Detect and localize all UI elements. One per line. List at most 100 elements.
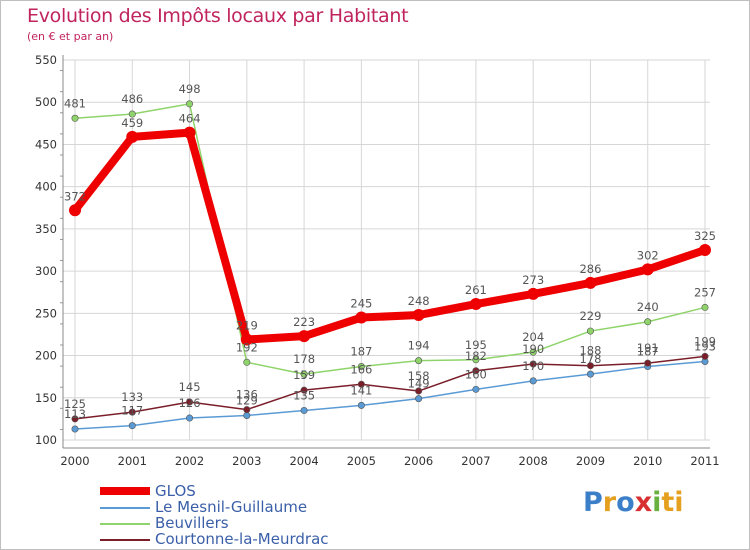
data-label-le-mesnil-guillaume-2004: 135	[293, 388, 315, 402]
data-point-glos-2002	[183, 126, 196, 139]
data-point-beuvillers-2006	[415, 357, 423, 365]
data-point-le-mesnil-guillaume-2007	[472, 385, 480, 393]
legend-label-glos: GLOS	[155, 482, 196, 500]
grid-layer	[63, 59, 710, 441]
data-point-glos-2007	[469, 298, 482, 311]
data-point-beuvillers-2007	[472, 356, 480, 364]
data-point-glos-2000	[69, 204, 81, 217]
data-point-courtonne-la-meurdrac-2003	[243, 406, 251, 414]
data-point-le-mesnil-guillaume-2002	[186, 414, 194, 422]
y-tick-label-500: 500	[35, 95, 57, 109]
data-label-glos-2001: 459	[121, 116, 143, 130]
y-tick-label-550: 550	[35, 53, 57, 67]
data-point-le-mesnil-guillaume-2008	[529, 377, 537, 385]
x-tick-label-2000: 2000	[60, 454, 89, 468]
legend-item-beuvillers[interactable]: Beuvillers	[100, 514, 420, 532]
data-label-glos-2008: 273	[522, 273, 544, 287]
y-tick-label-350: 350	[35, 222, 57, 236]
data-label-le-mesnil-guillaume-2010: 187	[637, 345, 659, 359]
data-point-glos-2004	[298, 330, 311, 343]
data-label-courtonne-la-meurdrac-2006: 158	[408, 369, 430, 383]
y-tick-label-150: 150	[35, 391, 57, 405]
x-tick-label-2001: 2001	[118, 454, 147, 468]
legend-item-glos[interactable]: GLOS	[100, 482, 420, 500]
legend-swatch-courtonne-la-meurdrac	[100, 539, 150, 541]
y-tick-label-400: 400	[35, 180, 57, 194]
data-point-courtonne-la-meurdrac-2011	[701, 352, 709, 360]
data-point-beuvillers-2002	[186, 100, 194, 108]
data-label-glos-2006: 248	[408, 294, 430, 308]
legend-label-beuvillers: Beuvillers	[155, 514, 229, 532]
data-point-glos-2011	[699, 244, 711, 256]
axis-layer: 100 150 200 250 300 350 400 450 500 550 2000 2001 20…	[35, 53, 720, 468]
y-tick-label-250: 250	[35, 306, 57, 320]
data-label-beuvillers-2011: 257	[694, 285, 716, 299]
data-label-layer: 113 117 126 129 135 141 149 160 170 178 187 193 125 1…	[64, 82, 716, 421]
data-point-le-mesnil-guillaume-2004	[300, 406, 308, 414]
legend-swatch-beuvillers	[100, 523, 150, 525]
data-label-le-mesnil-guillaume-2008: 170	[522, 359, 544, 373]
data-point-le-mesnil-guillaume-2006	[415, 395, 423, 403]
data-label-beuvillers-2008: 204	[522, 330, 544, 344]
data-point-courtonne-la-meurdrac-2002	[186, 398, 194, 406]
legend-label-le-mesnil-guillaume: Le Mesnil-Guillaume	[155, 498, 308, 516]
data-label-glos-2007: 261	[465, 283, 487, 297]
data-label-glos-2005: 245	[350, 297, 372, 311]
series-line-glos	[71, 128, 709, 344]
x-tick-label-2005: 2005	[347, 454, 376, 468]
data-label-beuvillers-2002: 498	[179, 82, 201, 96]
data-label-le-mesnil-guillaume-2009: 178	[579, 352, 601, 366]
data-label-beuvillers-2004: 178	[293, 352, 315, 366]
data-point-beuvillers-2008	[529, 348, 537, 356]
data-point-courtonne-la-meurdrac-2004	[300, 386, 308, 394]
data-point-glos-2003	[240, 333, 253, 346]
data-point-beuvillers-2010	[644, 318, 652, 326]
data-point-glos-2010	[641, 263, 654, 276]
x-tick-label-2009: 2009	[576, 454, 605, 468]
data-point-courtonne-la-meurdrac-2005	[357, 380, 365, 388]
data-label-courtonne-la-meurdrac-2004: 159	[293, 368, 315, 382]
chart-title: Evolution des Impôts locaux par Habitant	[27, 5, 409, 27]
data-point-courtonne-la-meurdrac-2008	[529, 360, 537, 368]
data-point-beuvillers-2003	[243, 358, 251, 366]
data-point-beuvillers-2004	[300, 370, 308, 378]
data-label-beuvillers-2010: 240	[637, 300, 659, 314]
data-point-courtonne-la-meurdrac-2006	[415, 387, 423, 395]
legend-item-courtonne-la-meurdrac[interactable]: Courtonne-la-Meurdrac	[100, 530, 420, 548]
x-tick-label-2004: 2004	[289, 454, 318, 468]
data-label-beuvillers-2007: 195	[465, 338, 487, 352]
data-label-le-mesnil-guillaume-2006: 149	[408, 377, 430, 391]
legend-item-le-mesnil-guillaume[interactable]: Le Mesnil-Guillaume	[100, 498, 420, 516]
data-label-courtonne-la-meurdrac-2008: 190	[522, 342, 544, 356]
data-point-le-mesnil-guillaume-2005	[357, 401, 365, 409]
data-label-courtonne-la-meurdrac-2001: 133	[121, 390, 143, 404]
data-label-courtonne-la-meurdrac-2010: 191	[637, 341, 659, 355]
data-label-beuvillers-2000: 481	[64, 96, 86, 110]
data-point-beuvillers-2000	[71, 114, 79, 122]
x-tick-label-2007: 2007	[461, 454, 490, 468]
data-label-courtonne-la-meurdrac-2000: 125	[64, 397, 86, 411]
series-line-beuvillers	[74, 103, 706, 375]
data-label-beuvillers-2009: 229	[579, 309, 601, 323]
legend-label-courtonne-la-meurdrac: Courtonne-la-Meurdrac	[155, 530, 329, 548]
data-label-glos-2002: 464	[179, 112, 201, 126]
proxiti-logo: Proxiti	[583, 487, 684, 518]
data-point-courtonne-la-meurdrac-2010	[644, 359, 652, 367]
x-tick-label-2010: 2010	[633, 454, 662, 468]
y-tick-label-300: 300	[35, 264, 57, 278]
data-point-beuvillers-2005	[357, 363, 365, 371]
x-tick-label-2006: 2006	[404, 454, 433, 468]
data-label-glos-2010: 302	[637, 248, 659, 262]
data-point-glos-2006	[412, 309, 425, 322]
x-tick-label-2003: 2003	[232, 454, 261, 468]
x-tick-label-2002: 2002	[175, 454, 204, 468]
data-point-glos-2005	[355, 311, 368, 324]
data-label-courtonne-la-meurdrac-2002: 145	[179, 380, 201, 394]
data-label-courtonne-la-meurdrac-2005: 166	[350, 362, 372, 376]
x-tick-label-2011: 2011	[690, 454, 719, 468]
series-layer	[69, 100, 711, 433]
series-line-courtonne-la-meurdrac	[74, 355, 706, 420]
data-point-le-mesnil-guillaume-2001	[128, 422, 136, 430]
data-label-le-mesnil-guillaume-2000: 113	[64, 407, 86, 421]
data-label-beuvillers-2003: 192	[236, 340, 258, 354]
